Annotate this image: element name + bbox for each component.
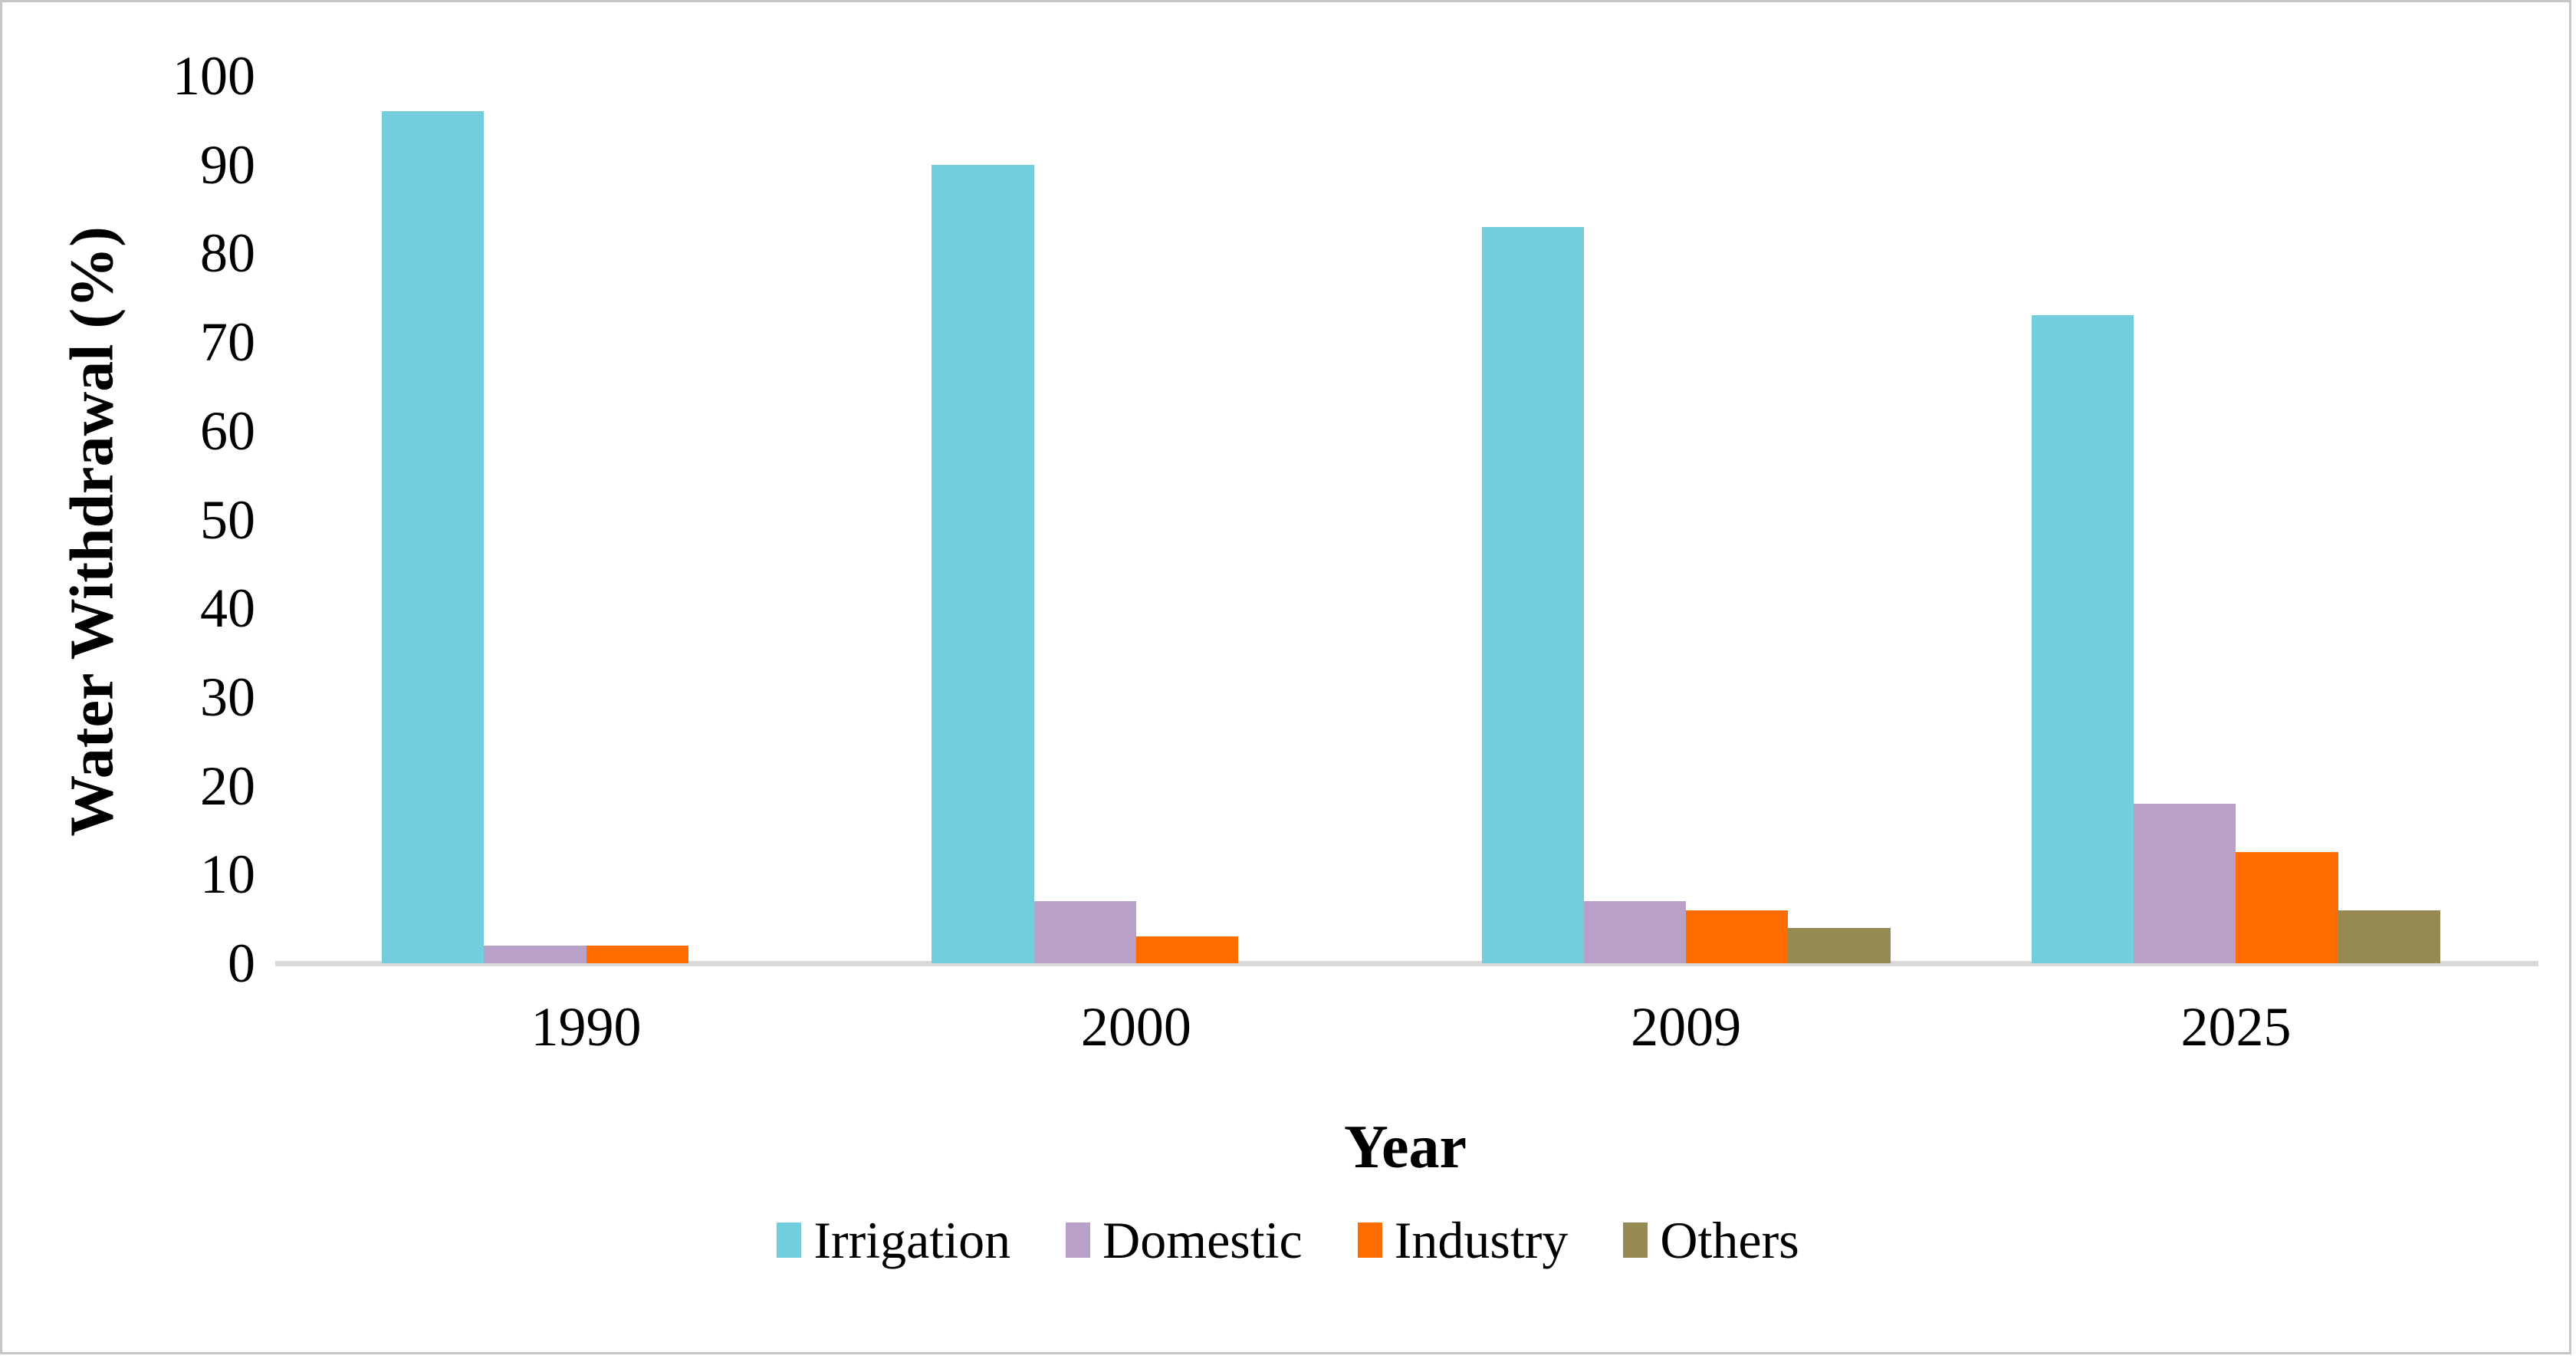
bar-irrigation-2000 [932,164,1034,963]
legend-swatch-others [1623,1222,1648,1258]
legend-item-irrigation: Irrigation [777,1214,1010,1266]
bar-others-2009 [1788,927,1891,963]
y-tick-20: 20 [200,755,255,817]
bar-industry-1990 [586,945,688,963]
legend-item-others: Others [1623,1214,1799,1266]
bar-industry-2000 [1135,936,1239,963]
bar-domestic-2000 [1033,901,1136,963]
x-tick-2000: 2000 [1080,996,1191,1058]
x-tick-2025: 2025 [2180,996,2292,1058]
plot-area [275,76,2538,966]
bar-others-2025 [2338,910,2440,963]
y-tick-90: 90 [200,133,255,196]
y-tick-60: 60 [200,400,255,462]
legend: Irrigation Domestic Industry Others [2,1211,2569,1269]
bar-industry-2009 [1686,910,1789,963]
y-tick-80: 80 [200,222,255,285]
y-tick-30: 30 [200,666,255,728]
legend-item-domestic: Domestic [1066,1214,1303,1266]
legend-label-others: Others [1660,1211,1799,1269]
legend-swatch-industry [1357,1222,1382,1258]
x-tick-1990: 1990 [531,996,642,1058]
legend-swatch-domestic [1066,1222,1091,1258]
bar-domestic-2025 [2134,803,2236,963]
legend-item-industry: Industry [1357,1211,1569,1269]
y-tick-10: 10 [200,844,255,906]
y-tick-50: 50 [200,489,255,551]
x-axis-title: Year [1344,1114,1467,1181]
bar-irrigation-1990 [382,111,485,963]
legend-swatch-irrigation [777,1222,802,1258]
bar-irrigation-2025 [2031,315,2134,963]
legend-label-irrigation: Irrigation [813,1211,1011,1269]
y-tick-70: 70 [200,311,255,373]
bar-irrigation-2009 [1481,226,1584,963]
bar-domestic-2009 [1583,901,1687,963]
legend-label-industry: Industry [1394,1211,1569,1269]
y-tick-0: 0 [228,933,255,994]
legend-label-domestic: Domestic [1102,1211,1303,1269]
x-tick-2009: 2009 [1631,996,1742,1058]
y-tick-100: 100 [172,45,255,107]
bar-domestic-1990 [484,945,586,963]
x-axis-line [275,961,2538,966]
bar-industry-2025 [2236,852,2338,963]
y-tick-40: 40 [200,577,255,640]
